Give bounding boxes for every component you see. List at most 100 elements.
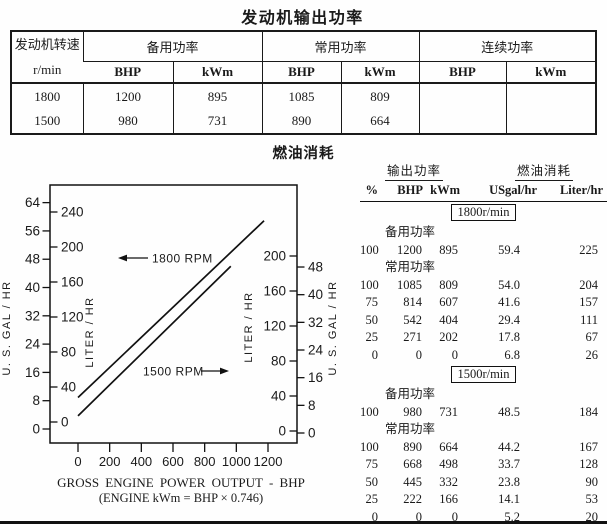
fuel-data-cell: 332 [439, 474, 458, 489]
fuel-data-cell: 25 [365, 492, 379, 506]
y-tick-label: 8 [308, 398, 316, 413]
table-cell [418, 109, 506, 134]
x-tick-label: 200 [99, 454, 121, 469]
column-header-bhp: BHP [397, 183, 423, 197]
fuel-data-cell: 167 [579, 439, 598, 454]
fuel-data-row: 100 1085 809 54.0 204 [360, 277, 607, 295]
fuel-data-cell: 50 [365, 474, 379, 489]
fuel-data-cell: 814 [403, 295, 422, 309]
column-header-usgal: USgal/hr [489, 183, 537, 197]
fuel-data-cell: 54.0 [498, 277, 520, 292]
page-title: 发动机输出功率 [241, 10, 364, 27]
x-tick-label: 600 [162, 454, 184, 469]
y-tick-label: 0 [278, 424, 286, 439]
fuel-data-cell: 5.2 [504, 509, 520, 524]
column-header-percent: % [365, 183, 379, 197]
y-tick-label: 80 [271, 354, 286, 369]
line-1500-rpm [77, 265, 232, 417]
y-tick-label: 48 [25, 252, 40, 267]
speed-value: 1500 [34, 113, 61, 128]
right-outer-axis-label: U. S. GAL / HR [327, 280, 339, 375]
fuel-data-cell: 50 [365, 312, 379, 327]
table-cell [505, 109, 596, 134]
fuel-data-cell: 111 [580, 312, 598, 327]
fuel-data-cell: 664 [439, 439, 458, 454]
header-rule [360, 201, 607, 202]
speed-header-cell: 发动机转速 r/min [11, 31, 83, 84]
y-tick-label: 40 [308, 287, 323, 302]
y-tick-label: 40 [25, 280, 40, 295]
table-cell: 664 [340, 109, 419, 134]
fuel-data-cell: 75 [365, 457, 379, 471]
fuel-data-cell: 1200 [397, 242, 422, 257]
unit-header: kWm [340, 61, 419, 84]
power-type-label: 备用功率 [385, 387, 436, 401]
table-cell: 980 [82, 109, 173, 134]
table-cell [505, 83, 596, 109]
fuel-data-row: 25 222 166 14.1 53 [360, 491, 607, 509]
fuel-data-cell: 222 [403, 492, 422, 506]
y-tick-label: 40 [271, 389, 286, 404]
unit-header: BHP [83, 61, 173, 84]
table-cell: 1085 [261, 83, 341, 109]
y-tick-label: 160 [263, 284, 286, 299]
table-cell [418, 83, 506, 109]
fuel-data-cell: 53 [585, 492, 599, 506]
fuel-data-cell: 890 [403, 439, 422, 454]
fuel-data-cell: 0 [371, 347, 378, 362]
fuel-data-row: 0 0 0 5.2 20 [360, 509, 607, 527]
standby-power-header: 备用功率 [82, 31, 262, 62]
fuel-data-cell: 809 [439, 277, 458, 292]
fuel-data-cell: 202 [439, 330, 458, 344]
power-type-label: 常用功率 [385, 422, 436, 436]
fuel-data-cell: 980 [403, 404, 422, 419]
fuel-data-cell: 166 [439, 492, 458, 506]
fuel-data-cell: 23.8 [498, 474, 520, 489]
speed-unit-label: r/min [33, 62, 62, 77]
fuel-data-cell: 20 [585, 509, 599, 524]
y-tick-label: 120 [61, 310, 84, 325]
y-tick-label: 160 [61, 275, 84, 290]
fuel-data-cell: 33.7 [498, 457, 520, 471]
x-tick-label: 1000 [222, 454, 251, 469]
column-header-kwm: kWm [430, 183, 460, 197]
fuel-data-cell: 17.8 [498, 330, 520, 344]
fuel-data-cell: 67 [585, 330, 599, 344]
fuel-data-cell: 404 [439, 312, 458, 327]
engine-power-table: 发动机转速 r/min 备用功率 常用功率 连续功率 BHP kWm BHP k… [10, 30, 597, 135]
table-cell: 890 [261, 109, 341, 134]
fuel-data-row: 100 890 664 44.2 167 [360, 439, 607, 457]
fuel-data-cell: 731 [439, 404, 458, 419]
power-type-label: 常用功率 [385, 260, 436, 274]
speed-box-row: 1800r/min [360, 202, 607, 224]
y-tick-label: 0 [61, 415, 69, 430]
fuel-data-cell: 29.4 [498, 312, 520, 327]
fuel-data-cell: 542 [403, 312, 422, 327]
speed-box-row: 1500r/min [360, 364, 607, 386]
speed-badge: 1800r/min [451, 204, 516, 221]
fuel-data-cell: 48.5 [498, 404, 520, 419]
fuel-data-cell: 14.1 [498, 492, 520, 506]
y-tick-label: 24 [308, 343, 324, 358]
table-row: 1500 980 731 890 664 [11, 109, 596, 134]
page-bottom-rule [0, 521, 607, 524]
arrowhead-left-icon [118, 254, 127, 262]
fuel-data-cell: 25 [365, 330, 379, 344]
y-tick-label: 80 [61, 345, 76, 360]
fuel-data-row: 75 668 498 33.7 128 [360, 456, 607, 474]
unit-header: kWm [505, 61, 596, 84]
fuel-data-cell: 100 [360, 404, 379, 419]
fuel-data-cell: 90 [585, 474, 599, 489]
speed-header-label: 发动机转速 [14, 37, 80, 52]
fuel-data-cell: 184 [579, 404, 598, 419]
fuel-data-row: 100 980 731 48.5 184 [360, 404, 607, 422]
y-tick-label: 200 [263, 249, 286, 264]
fuel-data-cell: 75 [365, 295, 379, 309]
fuel-data-cell: 271 [403, 330, 422, 344]
x-tick-label: 1200 [254, 454, 283, 469]
y-tick-label: 16 [25, 365, 40, 380]
y-tick-label: 48 [308, 260, 323, 275]
fuel-data-cell: 0 [451, 509, 458, 524]
table-row: 1800 1200 895 1085 809 [11, 83, 596, 109]
fuel-data-cell: 0 [415, 347, 422, 362]
